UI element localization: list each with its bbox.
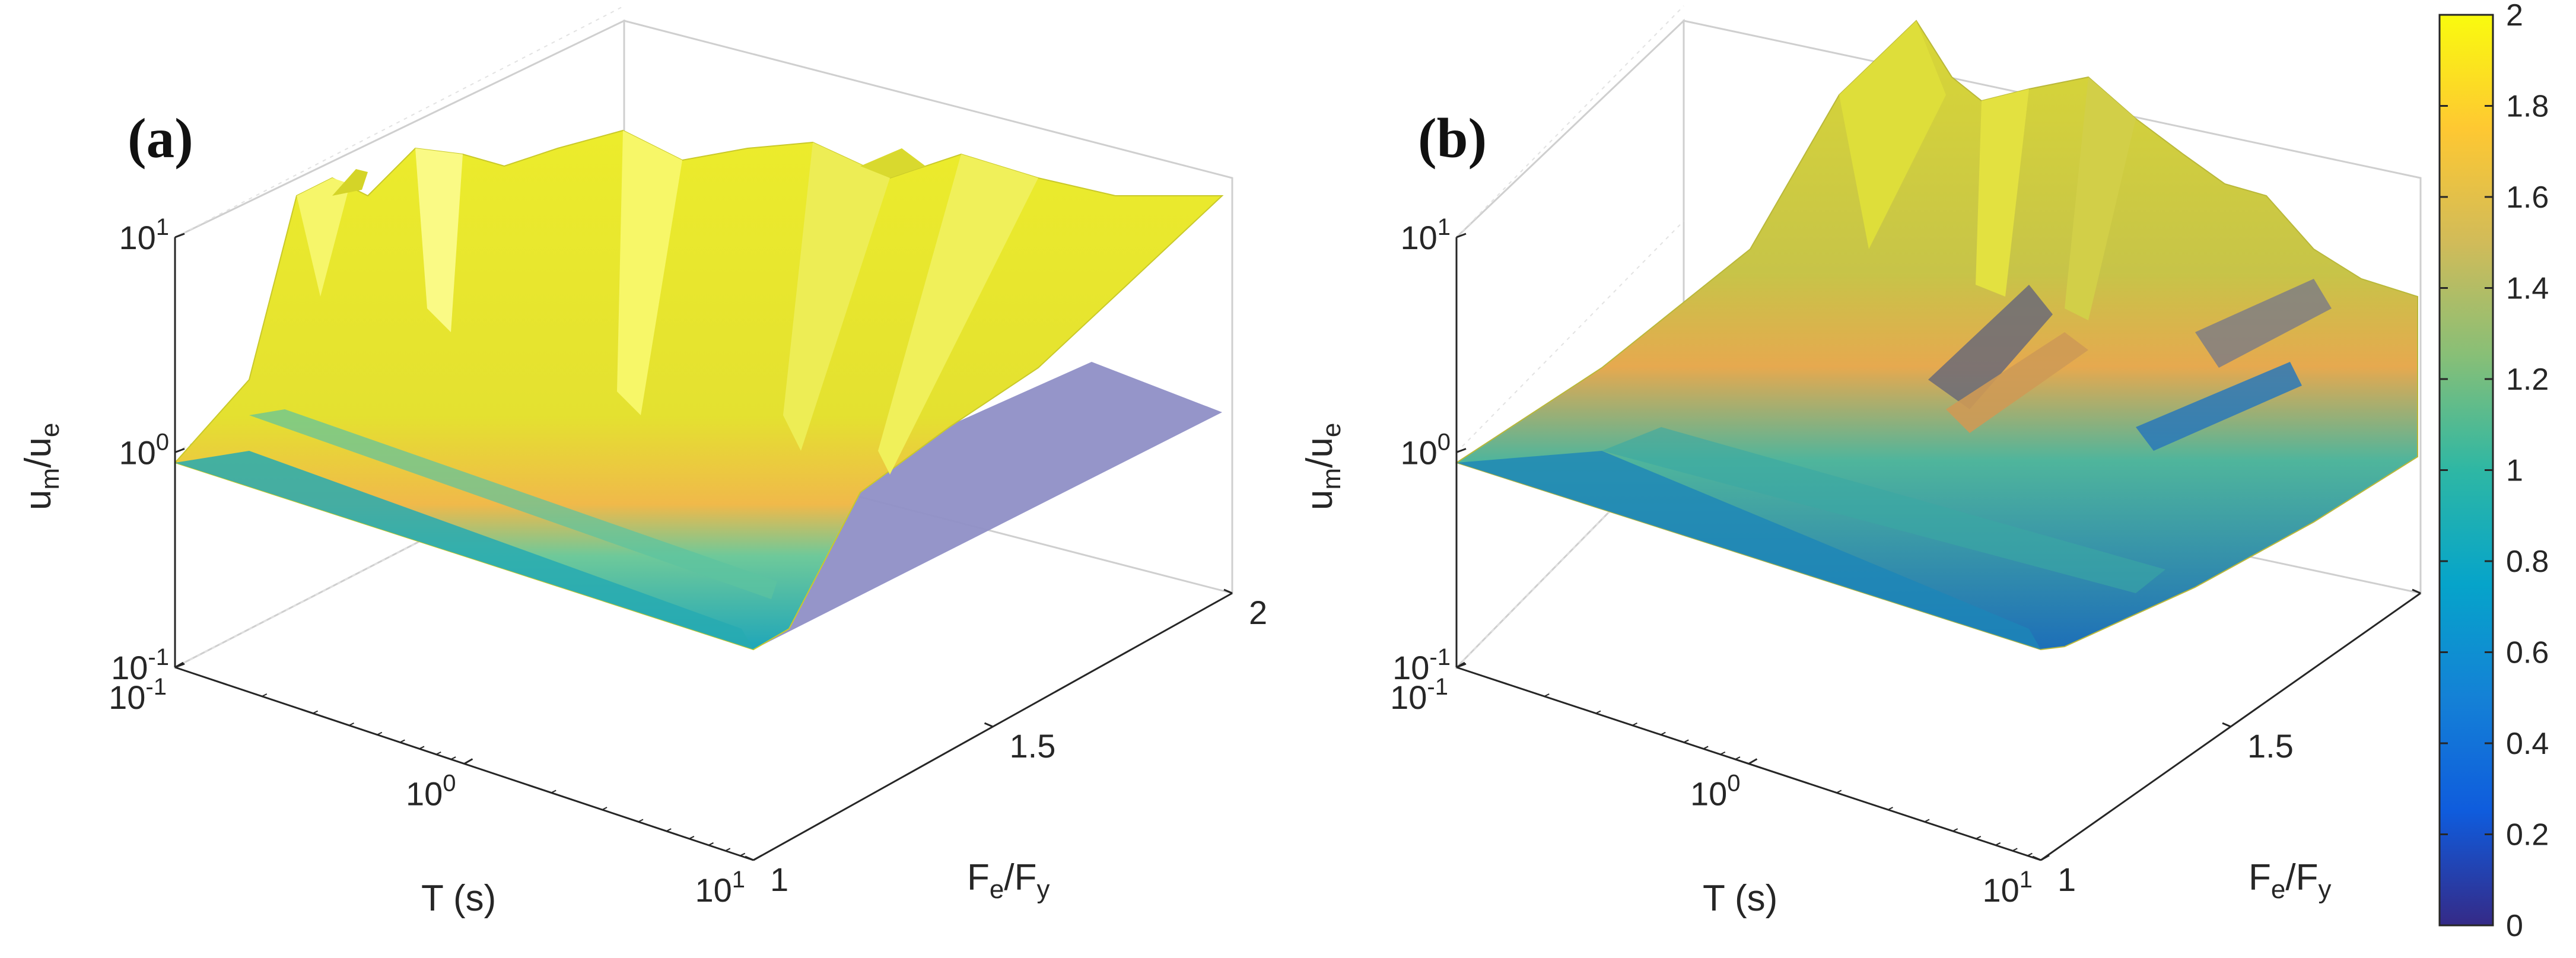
panel-b-x-minor-tick (1683, 739, 1689, 743)
panel-a-x-minor-tick (725, 848, 731, 852)
panel-b-z-tick-label: 100 (1400, 429, 1451, 472)
panel-b-z-tick-label: 10-1 (1392, 644, 1451, 686)
panel-a-x-minor-tick (419, 746, 425, 750)
panel-a-x-minor-tick (689, 836, 695, 839)
panel-a-z-tick-label: 10-1 (111, 644, 169, 686)
panel-b-x-minor-tick (1544, 693, 1550, 697)
colorbar-tick-label: 1.4 (2506, 272, 2549, 306)
panel-b-x-minor-tick (1924, 819, 1930, 823)
panel-a-label: (a) (128, 107, 193, 170)
panel-a: 10-1 100 101 10-1 100 101 1 1.5 2 (a) um/ue T (s… (18, 5, 1267, 919)
panel-a-x-minor-tick (450, 756, 456, 760)
panel-b-x-minor-tick (1595, 710, 1601, 714)
panel-a-x-minor-tick (666, 828, 672, 832)
panel-a-x-minor-tick (551, 790, 556, 794)
panel-a-zlabel: um/ue (18, 423, 65, 510)
panel-a-z-tick-label: 101 (119, 214, 169, 256)
panel-a-x-minor-tick (399, 739, 405, 743)
panel-b-x-minor-tick (1720, 751, 1726, 755)
panel-b-x-minor-tick (1632, 722, 1637, 726)
panel-a-z-tick-label: 100 (119, 429, 169, 472)
panel-b-x-minor-tick (1660, 731, 1666, 736)
panel-a-x-tick (753, 854, 762, 861)
panel-a-x-minor-tick (262, 693, 268, 697)
panel-b-z-tick (1456, 448, 1467, 453)
panel-b-x-tick-label: 10-1 (1390, 674, 1448, 716)
panel-a-y-tick-label: 1.5 (1010, 727, 1056, 765)
panel-a-x-tick-label: 100 (406, 771, 456, 813)
panel-b-xlabel: T (s) (1703, 878, 1777, 919)
colorbar-tick-label: 1.2 (2506, 362, 2549, 397)
panel-a-x-minor-tick (708, 842, 714, 846)
panel-a-x-tick-label: 10-1 (109, 674, 167, 716)
panel-a-x-minor-tick (602, 807, 608, 810)
panel-a-gridline (174, 435, 625, 668)
colorbar-tick-label: 1 (2506, 454, 2523, 488)
panel-b-x-tick (1748, 758, 1758, 765)
panel-b-x-minor-tick (2012, 848, 2018, 852)
colorbar-ticks: 0 0.2 0.4 0.6 0.8 1 1.2 1.4 1.6 1.8 2 (2440, 0, 2549, 943)
panel-a-z-tick (174, 448, 185, 453)
panel-b-x-minor-tick (1888, 807, 1893, 810)
panel-a-surface (174, 129, 1224, 651)
panel-b-label: (b) (1418, 107, 1487, 170)
panel-a-xlabel: T (s) (421, 878, 496, 919)
panel-b-x-minor-tick (1952, 828, 1958, 832)
panel-b-x-tick-label: 100 (1690, 771, 1741, 813)
panel-b-surface (1455, 20, 2418, 651)
colorbar-tick-label: 0.4 (2506, 727, 2549, 761)
colorbar-bar (2438, 14, 2494, 927)
panel-b-y-tick (2412, 588, 2421, 594)
panel-b-y-tick-label: 1 (2057, 861, 2076, 898)
panel-a-x-minor-tick (740, 852, 746, 857)
panel-b-x-minor-tick (1836, 790, 1842, 794)
panel-a-y-tick (984, 722, 994, 728)
panel-a-x-tick-label: 101 (695, 867, 745, 909)
colorbar-tick-label: 1.6 (2506, 180, 2549, 215)
panel-b-ylabel: Fe/Fy (2249, 857, 2331, 904)
panel-b-y-tick-label: 1.5 (2247, 727, 2294, 765)
panel-b-x-minor-tick (1703, 746, 1709, 750)
colorbar-tick-label: 0.6 (2506, 636, 2549, 670)
panel-b-zlabel: um/ue (1299, 423, 1346, 510)
panel-a-ticks: 10-1 100 101 10-1 100 101 1 1.5 2 (109, 214, 1267, 909)
panel-b-x-minor-tick (1735, 756, 1741, 760)
panel-a-y-tick-label: 1 (770, 861, 788, 898)
panel-b-x-tick (1456, 661, 1465, 669)
colorbar-tick-label: 0 (2506, 909, 2523, 943)
panel-b-x-minor-tick (1976, 836, 1982, 839)
colorbar-tick-label: 1.8 (2506, 90, 2549, 124)
panel-a-y-tick (745, 855, 754, 861)
panel-b-y-tick (2222, 722, 2231, 728)
panel-a-x-minor-tick (435, 751, 441, 755)
panel-b-y-tick (2032, 855, 2041, 861)
panel-b-x-tick-label: 101 (1982, 867, 2033, 909)
panel-a-ylabel: Fe/Fy (967, 857, 1050, 904)
panel-a-z-tick (174, 233, 185, 238)
panel-a-x-minor-tick (638, 819, 644, 823)
colorbar-tick-label: 0.2 (2506, 818, 2549, 852)
panel-b-z-tick (1456, 233, 1467, 238)
colorbar-tick-label: 2 (2506, 0, 2523, 33)
panel-b-z-tick-label: 101 (1400, 214, 1451, 256)
colorbar-tick-label: 0.8 (2506, 545, 2549, 579)
panel-a-x-minor-tick (313, 710, 319, 714)
panel-a-gridline (174, 5, 625, 238)
panel-a-y-tick-label: 2 (1249, 594, 1267, 631)
panel-a-x-tick (174, 661, 184, 669)
colorbar: 0 0.2 0.4 0.6 0.8 1 1.2 1.4 1.6 1.8 2 (2438, 0, 2549, 943)
panel-b-x-tick (2040, 854, 2050, 861)
panel-a-x-tick (463, 758, 473, 765)
panel-b-x-minor-tick (1995, 842, 2001, 846)
panel-a-x-minor-tick (349, 722, 354, 726)
panel-a-x-minor-tick (377, 731, 383, 736)
panel-a-y-tick (1223, 588, 1233, 594)
panel-b-x-minor-tick (2027, 852, 2033, 857)
